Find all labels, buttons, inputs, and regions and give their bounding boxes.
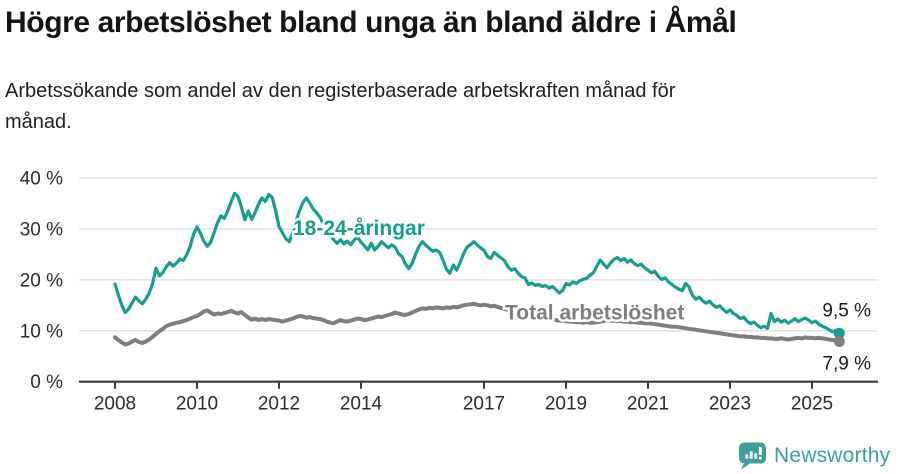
brand-name: Newsworthy [774,444,891,467]
brand-footer: Newsworthy [738,441,898,471]
newsworthy-chart-bubble-icon [738,442,767,470]
series-line-youth [113,191,841,335]
x-tick-label-2021: 2021 [627,394,669,415]
x-tick-label-2012: 2012 [258,394,300,415]
x-tick-label-2019: 2019 [545,394,587,415]
line-chart: 0 % 10 % 20 % 30 % 40 % 2008 2010 2012 2014 2017 2… [20,169,878,415]
x-tick-label-2023: 2023 [709,394,751,415]
series-end-dot-total [833,335,845,347]
series-end-dot-youth [833,327,845,339]
y-tick-label-10: 10 % [20,321,63,342]
x-tick-label-2014: 2014 [340,394,383,415]
x-tick-label-2017: 2017 [463,394,505,415]
end-value-label-total: 7,9 % [822,353,871,374]
end-value-label-youth: 9,5 % [822,300,871,321]
y-tick-label-40: 40 % [20,169,63,190]
y-tick-label-30: 30 % [20,220,63,241]
x-tick-label-2008: 2008 [94,394,136,415]
chart-area: 0 % 10 % 20 % 30 % 40 % 2008 2010 2012 2014 2017 2… [0,152,900,442]
series-label-total: Total arbetslöshet [505,301,684,324]
y-tick-label-20: 20 % [20,270,63,291]
series-label-youth: 18-24-åringar [293,217,425,240]
y-tick-label-0: 0 % [30,372,63,393]
x-tick-label-2010: 2010 [176,394,218,415]
x-tick-label-2025: 2025 [791,394,833,415]
chart-title: Högre arbetslöshet bland unga än bland ä… [5,6,737,39]
series-line-total [113,301,842,347]
chart-subtitle: Arbetssökande som andel av den registerb… [5,80,676,133]
